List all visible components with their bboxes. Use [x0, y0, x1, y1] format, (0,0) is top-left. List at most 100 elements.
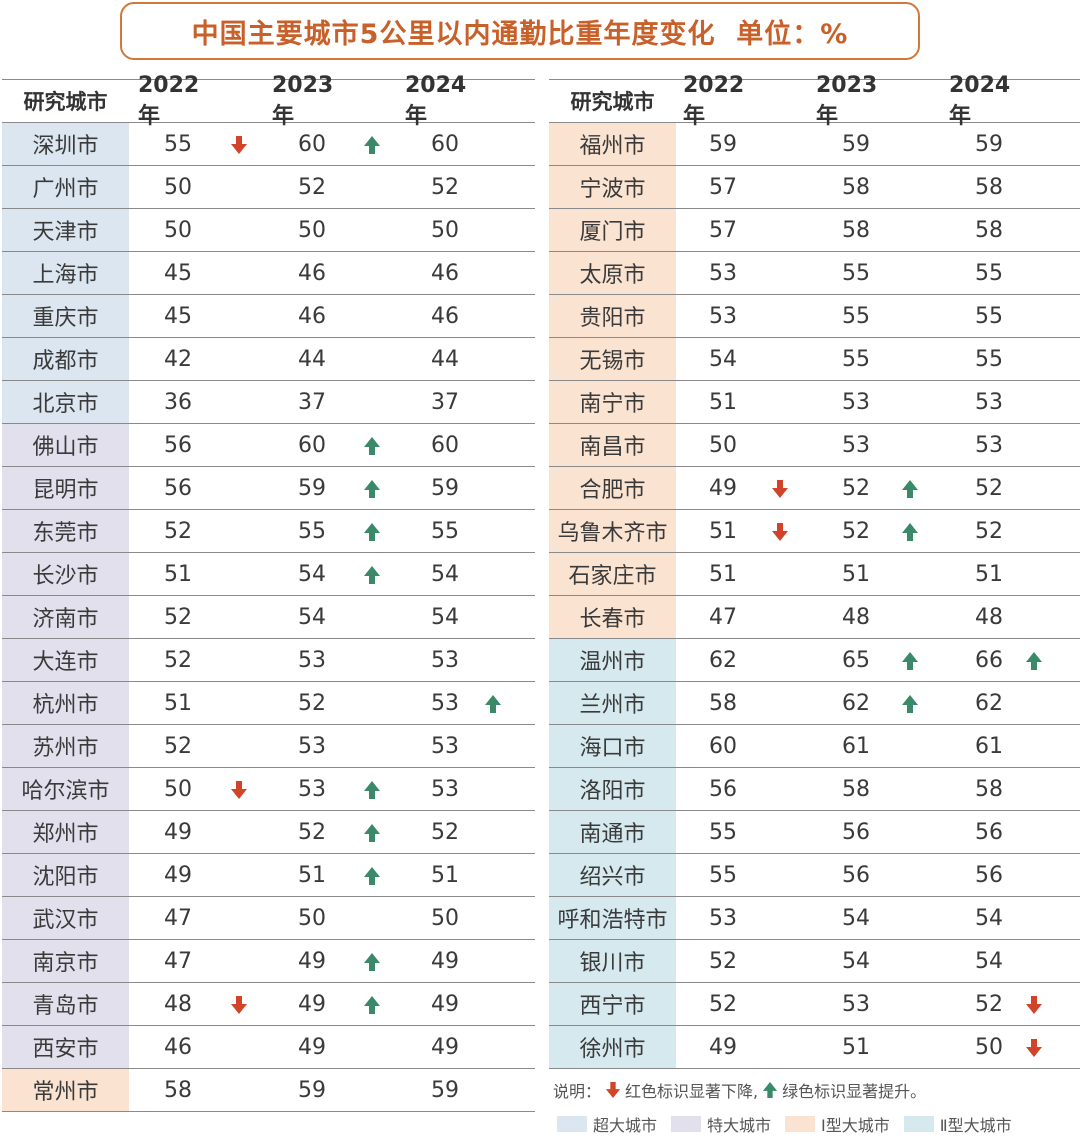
value-2024: 60	[431, 432, 459, 458]
left-table: 研究城市 2022年 2023年 2024年 深圳市 55 60 60 广州市 50 52 5…	[2, 72, 535, 1112]
down-arrow-icon	[772, 480, 788, 498]
value-2024: 48	[975, 604, 1003, 630]
value-2023: 58	[842, 174, 870, 200]
value-2024: 51	[975, 561, 1003, 587]
value-2022: 52	[164, 518, 192, 544]
value-2024: 44	[431, 346, 459, 372]
city-cell: 重庆市	[2, 295, 129, 337]
value-2024: 53	[431, 733, 459, 759]
value-2023: 46	[298, 260, 326, 286]
value-2023: 49	[298, 991, 326, 1017]
note-up-text: 绿色标识显著提升。	[782, 1082, 927, 1101]
value-2023: 58	[842, 776, 870, 802]
value-2024: 60	[431, 131, 459, 157]
value-2024: 55	[431, 518, 459, 544]
note-prefix: 说明：	[553, 1082, 602, 1101]
up-arrow-icon	[902, 695, 918, 713]
value-2023: 52	[842, 518, 870, 544]
value-2022: 49	[709, 1034, 737, 1060]
value-2022: 42	[164, 346, 192, 372]
value-2022: 52	[164, 733, 192, 759]
table-row: 南宁市 51 53 53	[549, 381, 1080, 424]
city-cell: 广州市	[2, 166, 129, 208]
table-row: 厦门市 57 58 58	[549, 209, 1080, 252]
value-2022: 52	[709, 991, 737, 1017]
value-2024: 53	[431, 776, 459, 802]
header-row: 研究城市 2022年 2023年 2024年	[2, 72, 535, 129]
city-cell: 西宁市	[549, 983, 676, 1025]
value-2023: 49	[298, 1034, 326, 1060]
table-row: 苏州市 52 53 53	[2, 725, 535, 768]
table-row: 银川市 52 54 54	[549, 940, 1080, 983]
value-2023: 53	[842, 991, 870, 1017]
table-row: 徐州市 49 51 50	[549, 1026, 1080, 1069]
value-2024: 55	[975, 346, 1003, 372]
city-cell: 苏州市	[2, 725, 129, 767]
city-cell: 乌鲁木齐市	[549, 510, 676, 552]
value-2024: 54	[431, 561, 459, 587]
value-2022: 45	[164, 260, 192, 286]
city-cell: 南昌市	[549, 424, 676, 466]
city-cell: 深圳市	[2, 123, 129, 165]
table-row: 沈阳市 49 51 51	[2, 854, 535, 897]
value-2023: 48	[842, 604, 870, 630]
table-row: 广州市 50 52 52	[2, 166, 535, 209]
value-2024: 50	[431, 217, 459, 243]
value-2023: 61	[842, 733, 870, 759]
table-row: 青岛市 48 49 49	[2, 983, 535, 1026]
down-arrow-icon	[1026, 1039, 1042, 1057]
value-2024: 55	[975, 303, 1003, 329]
table-row: 福州市 59 59 59	[549, 123, 1080, 166]
legend-item-type1: Ⅰ型大城市	[785, 1112, 890, 1136]
value-2024: 50	[431, 905, 459, 931]
header-2024: 2024年	[949, 72, 1011, 129]
value-2024: 49	[431, 1034, 459, 1060]
value-2022: 58	[164, 1077, 192, 1103]
table-row: 东莞市 52 55 55	[2, 510, 535, 553]
up-arrow-icon	[1026, 652, 1042, 670]
value-2023: 60	[298, 432, 326, 458]
header-2022: 2022年	[138, 72, 200, 129]
city-cell: 佛山市	[2, 424, 129, 466]
table-row: 大连市 52 53 53	[2, 639, 535, 682]
table-row: 上海市 45 46 46	[2, 252, 535, 295]
note-down-text: 红色标识显著下降,	[625, 1082, 759, 1101]
table-row: 哈尔滨市 50 53 53	[2, 768, 535, 811]
value-2023: 52	[298, 690, 326, 716]
value-2022: 50	[164, 174, 192, 200]
value-2024: 58	[975, 174, 1003, 200]
table-row: 西宁市 52 53 52	[549, 983, 1080, 1026]
table-row: 海口市 60 61 61	[549, 725, 1080, 768]
value-2022: 45	[164, 303, 192, 329]
value-2023: 53	[298, 776, 326, 802]
value-2022: 59	[709, 131, 737, 157]
table-row: 南京市 47 49 49	[2, 940, 535, 983]
value-2023: 54	[298, 561, 326, 587]
up-arrow-icon	[902, 480, 918, 498]
up-arrow-icon	[364, 824, 380, 842]
up-arrow-icon	[364, 566, 380, 584]
city-cell: 东莞市	[2, 510, 129, 552]
value-2022: 46	[164, 1034, 192, 1060]
value-2023: 50	[298, 217, 326, 243]
city-cell: 杭州市	[2, 682, 129, 724]
table-row: 石家庄市 51 51 51	[549, 553, 1080, 596]
up-arrow-icon	[364, 437, 380, 455]
value-2024: 56	[975, 819, 1003, 845]
up-arrow-icon	[902, 652, 918, 670]
city-cell: 厦门市	[549, 209, 676, 251]
city-cell: 上海市	[2, 252, 129, 294]
value-2023: 52	[842, 475, 870, 501]
value-2023: 59	[298, 475, 326, 501]
city-cell: 无锡市	[549, 338, 676, 380]
value-2023: 51	[298, 862, 326, 888]
city-cell: 成都市	[2, 338, 129, 380]
value-2023: 53	[298, 647, 326, 673]
city-cell: 哈尔滨市	[2, 768, 129, 810]
value-2024: 52	[431, 819, 459, 845]
down-arrow-icon	[1026, 996, 1042, 1014]
table-row: 无锡市 54 55 55	[549, 338, 1080, 381]
value-2023: 62	[842, 690, 870, 716]
value-2023: 53	[298, 733, 326, 759]
header-2024: 2024年	[405, 72, 467, 129]
